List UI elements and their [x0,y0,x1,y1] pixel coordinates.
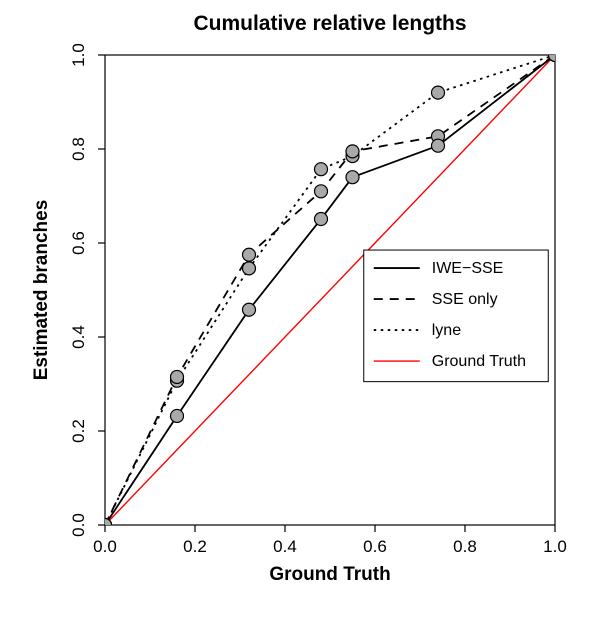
y-tick-label: 0.8 [69,137,88,161]
x-axis-label: Ground Truth [269,564,390,585]
legend: IWE−SSE SSE only lyne Ground Truth [364,250,549,382]
x-tick-label: 0.2 [183,537,207,556]
data-marker [432,86,445,99]
data-marker [243,303,256,316]
legend-label: IWE−SSE [432,260,504,277]
data-marker [171,370,184,383]
x-tick-label: 0.8 [453,537,477,556]
x-tick-label: 1.0 [543,537,567,556]
x-tick-label: 0.4 [273,537,297,556]
data-marker [171,409,184,422]
y-tick-label: 0.4 [69,325,88,349]
chart-container: Cumulative relative lengths 0.0 0.2 0.4 0.6 0… [0,0,596,630]
y-tick-label: 0.0 [69,513,88,537]
chart-title: Cumulative relative lengths [193,12,466,35]
legend-label: Ground Truth [432,353,526,370]
legend-label: SSE only [432,291,498,308]
data-marker [243,262,256,275]
data-marker [346,171,359,184]
data-marker [346,145,359,158]
chart-svg: Cumulative relative lengths 0.0 0.2 0.4 0.6 0… [0,0,596,630]
data-marker [315,163,328,176]
y-tick-label: 1.0 [69,43,88,67]
data-marker [315,185,328,198]
x-tick-label: 0.6 [363,537,387,556]
y-tick-label: 0.6 [69,231,88,255]
legend-label: lyne [432,322,461,339]
x-tick-label: 0.0 [93,537,117,556]
y-axis-label: Estimated branches [31,200,52,381]
data-marker [432,139,445,152]
y-tick-label: 0.2 [69,419,88,443]
data-marker [315,213,328,226]
data-marker [243,248,256,261]
